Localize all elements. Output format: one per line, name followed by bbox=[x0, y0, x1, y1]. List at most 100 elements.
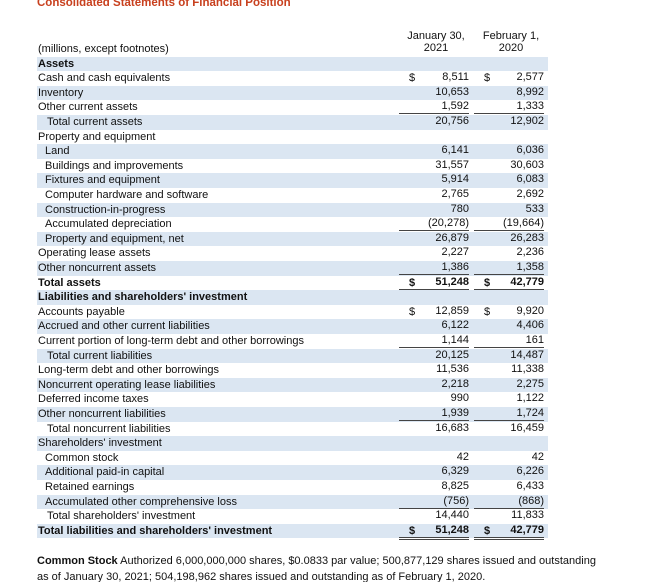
table-row: Total current assets 20,756 12,902 bbox=[37, 115, 548, 130]
value-cell: 8,511 bbox=[442, 71, 469, 84]
row-label: Accounts payable bbox=[38, 305, 125, 318]
table-row: Total shareholders' investment 14,440 11,8… bbox=[37, 509, 548, 524]
value-cell: 990 bbox=[450, 392, 469, 405]
value-cell: 1,333 bbox=[474, 100, 544, 115]
value-cell: 1,724 bbox=[474, 407, 544, 421]
currency-symbol: $ bbox=[484, 276, 491, 289]
table-row: Current portion of long-term debt and ot… bbox=[37, 334, 548, 349]
row-label: Additional paid-in capital bbox=[45, 466, 165, 479]
value-cell: (868) bbox=[474, 495, 544, 509]
table-row: Common stock 42 42 bbox=[37, 451, 548, 466]
value-cell: 42 bbox=[531, 450, 544, 463]
row-label: Total liabilities and shareholders' inve… bbox=[38, 524, 273, 537]
value-cell: 2,227 bbox=[441, 246, 469, 259]
value-cell: 2,577 bbox=[516, 71, 544, 84]
column-header: February 1, 2020 bbox=[482, 30, 540, 54]
value-cell: 2,218 bbox=[441, 377, 469, 390]
value-cell: 1,122 bbox=[516, 392, 544, 405]
table-row: Retained earnings 8,825 6,433 bbox=[37, 480, 548, 495]
table-row: Total current liabilities 20,125 14,487 bbox=[37, 348, 548, 364]
value-cell: (19,664) bbox=[474, 217, 544, 232]
value-cell: 16,459 bbox=[510, 421, 544, 434]
footnote: Common Stock Authorized 6,000,000,000 sh… bbox=[37, 553, 597, 582]
value-cell: 8,825 bbox=[441, 480, 469, 492]
row-label: Deferred income taxes bbox=[38, 393, 149, 406]
value-cell: 11,833 bbox=[511, 509, 544, 522]
value-cell: 12,902 bbox=[510, 115, 544, 127]
row-label: Total current liabilities bbox=[47, 349, 153, 362]
currency-symbol: $ bbox=[484, 305, 491, 318]
value-cell: 20,756 bbox=[435, 115, 469, 127]
table-row: Inventory 10,653 8,992 bbox=[37, 85, 548, 101]
table-row: Assets bbox=[37, 56, 548, 72]
value-cell: 9,920 bbox=[516, 304, 544, 317]
table-row: Total assets $ $51,248 42,779 bbox=[37, 276, 548, 292]
value-cell: 533 bbox=[525, 202, 544, 215]
row-label: Other noncurrent liabilities bbox=[38, 408, 166, 420]
value-cell: 11,338 bbox=[511, 363, 544, 376]
table-row: Noncurrent operating lease liabilities 2,… bbox=[37, 377, 548, 393]
value-cell: 14,487 bbox=[510, 348, 544, 361]
value-cell: 14,440 bbox=[435, 509, 469, 522]
column-header: January 30, 2021 bbox=[407, 30, 465, 54]
value-cell: 780 bbox=[450, 202, 469, 215]
value-cell: 2,692 bbox=[516, 188, 544, 200]
table-row: Fixtures and equipment 5,914 6,083 bbox=[37, 173, 548, 188]
row-label: Retained earnings bbox=[45, 481, 135, 493]
row-label: Total noncurrent liabilities bbox=[47, 422, 171, 435]
table-row: Additional paid-in capital 6,329 6,226 bbox=[37, 465, 548, 480]
row-label: (millions, except footnotes) bbox=[38, 43, 169, 55]
value-cell: 8,992 bbox=[516, 85, 544, 98]
value-cell: 2,236 bbox=[516, 246, 544, 259]
currency-symbol: $ bbox=[409, 276, 416, 289]
value-cell: 6,141 bbox=[441, 144, 469, 157]
row-label: Cash and cash equivalents bbox=[38, 72, 171, 85]
table-row: Liabilities and shareholders' investment bbox=[37, 290, 548, 305]
value-cell: 2,765 bbox=[441, 188, 469, 200]
value-cell: 42 bbox=[456, 450, 469, 463]
row-label: Noncurrent operating lease liabilities bbox=[38, 378, 216, 391]
value-cell: 4,406 bbox=[516, 319, 544, 332]
currency-symbol: $ bbox=[409, 72, 416, 85]
row-label: Total assets bbox=[38, 276, 101, 289]
value-cell: 1,592 bbox=[399, 100, 469, 115]
value-cell: 1,144 bbox=[399, 334, 469, 348]
currency-symbol: $ bbox=[484, 72, 491, 85]
value-cell: 31,557 bbox=[435, 158, 469, 171]
table-row: Construction-in-progress 780 533 bbox=[37, 202, 548, 218]
table-row: Property and equipment bbox=[37, 130, 548, 145]
value-cell: (20,278) bbox=[399, 217, 469, 232]
row-label: Computer hardware and software bbox=[45, 189, 209, 201]
table-row: Land 6,141 6,036 bbox=[37, 144, 548, 159]
value-cell: 30,603 bbox=[510, 158, 544, 171]
row-label: Accumulated depreciation bbox=[45, 218, 172, 231]
row-label: Inventory bbox=[38, 86, 84, 99]
value-cell: 1,939 bbox=[399, 407, 469, 421]
row-label: Total shareholders' investment bbox=[47, 510, 196, 523]
row-label: Long-term debt and other borrowings bbox=[38, 364, 219, 377]
value-cell: (756) bbox=[399, 495, 469, 509]
row-label: Operating lease assets bbox=[38, 247, 151, 260]
table-row: Accrued and other current liabilities 6,1… bbox=[37, 319, 548, 334]
value-cell: 6,122 bbox=[441, 319, 469, 332]
value-cell: 26,283 bbox=[510, 231, 544, 244]
row-label: Buildings and improvements bbox=[45, 159, 184, 172]
table-row: Cash and cash equivalents $ $8,511 2,577 bbox=[37, 71, 548, 86]
row-label: Accumulated other comprehensive loss bbox=[45, 495, 237, 508]
value-cell: 6,226 bbox=[516, 465, 544, 478]
currency-symbol: $ bbox=[484, 524, 491, 537]
table-row: Computer hardware and software 2,765 2,692 bbox=[37, 188, 548, 203]
value-cell: 1,358 bbox=[474, 261, 544, 275]
table-row: Accumulated other comprehensive loss (756… bbox=[37, 494, 548, 510]
row-label: Shareholders' investment bbox=[38, 437, 162, 450]
table-row: Other noncurrent liabilities 1,939 1,724 bbox=[37, 407, 548, 422]
currency-symbol: $ bbox=[409, 524, 416, 537]
value-cell: 1,386 bbox=[399, 261, 469, 275]
table-row: Long-term debt and other borrowings 11,53… bbox=[37, 363, 548, 378]
table-row: Accounts payable $ $12,859 9,920 bbox=[37, 305, 548, 320]
title: Consolidated Statements of Financial Pos… bbox=[37, 0, 291, 9]
footnote-label: Common Stock bbox=[37, 555, 118, 567]
value-cell: 2,275 bbox=[516, 377, 544, 390]
table-row: Deferred income taxes 990 1,122 bbox=[37, 392, 548, 407]
